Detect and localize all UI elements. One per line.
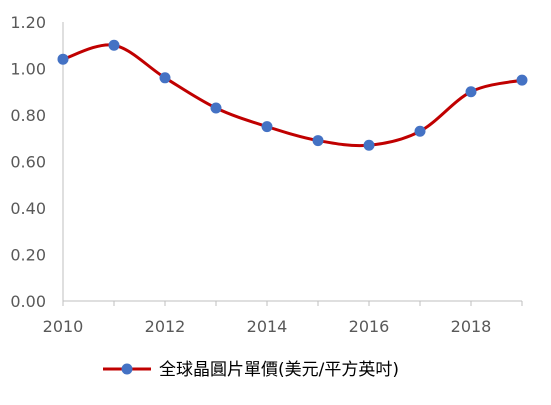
y-tick-label: 0.80 (10, 106, 46, 125)
data-point (465, 86, 477, 98)
data-point (414, 125, 426, 137)
axes (62, 22, 523, 306)
data-point (108, 39, 120, 51)
data-point (210, 102, 222, 114)
series-line (62, 43, 523, 148)
x-tick-label: 2014 (247, 317, 288, 336)
data-point (312, 135, 324, 147)
x-tick-label: 2010 (43, 317, 84, 336)
x-tick-label: 2012 (145, 317, 186, 336)
data-point (261, 121, 273, 133)
y-tick-label: 1.20 (10, 13, 46, 32)
y-tick-label: 0.20 (10, 246, 46, 265)
y-tick-label: 0.60 (10, 153, 46, 172)
y-tick-label: 0.00 (10, 292, 46, 311)
y-tick-label: 0.40 (10, 199, 46, 218)
y-tick-label: 1.00 (10, 60, 46, 79)
x-tick-label: 2016 (349, 317, 390, 336)
legend: 全球晶圓片單價(美元/平方英吋) (103, 360, 399, 380)
x-tick-label: 2018 (451, 317, 492, 336)
y-axis-tick-labels: 0.00 0.20 0.40 0.60 0.80 1.00 1.20 (10, 13, 46, 311)
series-layer (57, 39, 528, 151)
legend-marker-swatch (121, 363, 133, 375)
data-point (516, 74, 528, 86)
data-point (159, 72, 171, 84)
x-axis-tick-labels: 2010 2012 2014 2016 2018 (43, 317, 492, 336)
data-point (57, 53, 69, 65)
data-point (363, 139, 375, 151)
legend-label: 全球晶圓片單價(美元/平方英吋) (159, 360, 399, 380)
